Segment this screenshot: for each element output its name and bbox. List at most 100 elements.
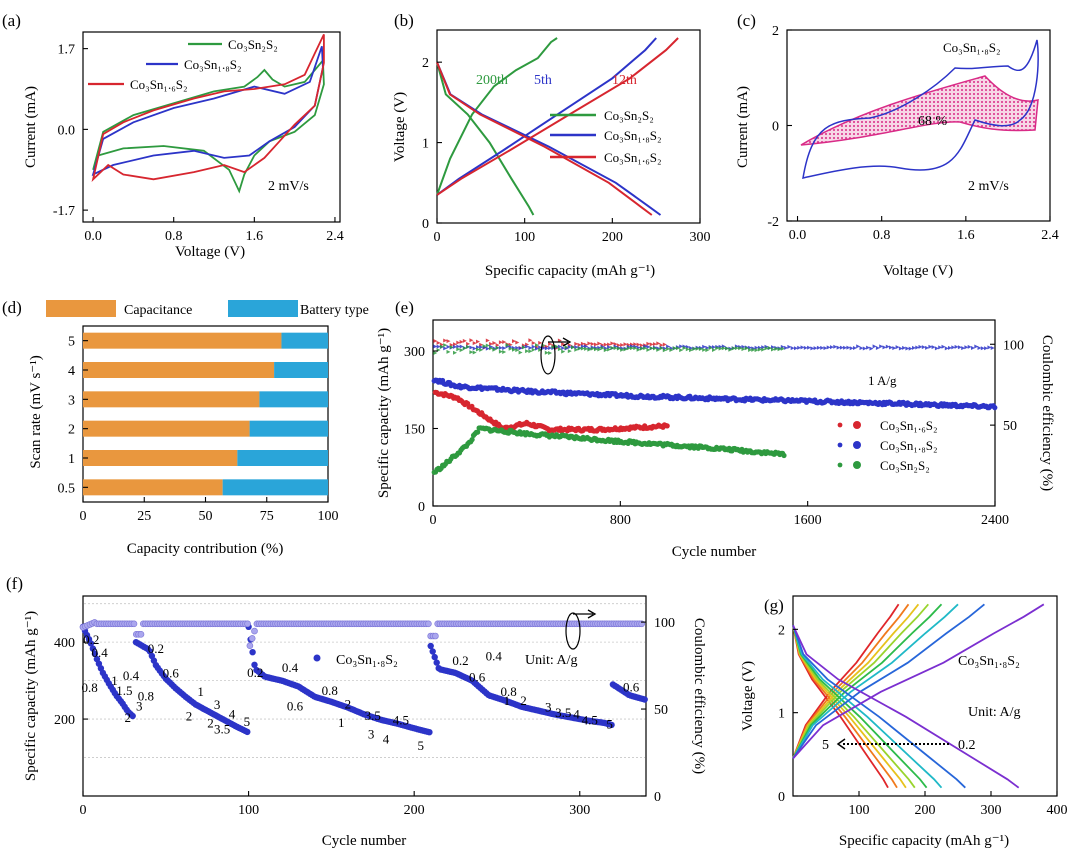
ce-point [603,342,608,347]
ce-point [948,345,952,350]
ce-point [689,348,694,353]
ce-point [485,343,490,348]
panel-f-y2label: Coulombic efficiency (%) [691,618,707,774]
ce-point [656,341,661,346]
x-tick-label: 100 [514,230,535,245]
ce-point [443,338,448,343]
rate-label: 3.5 [214,722,230,737]
ce-point [548,350,553,355]
ce-point [879,344,884,349]
ce-point [787,344,792,349]
capacitive-area [800,75,1039,146]
panel-e-xlabel: Cycle number [672,544,757,560]
panel-g-unit: Unit: A/g [968,705,1021,720]
panel-f-label: (f) [6,574,23,593]
ce-point [462,338,467,343]
ce-point [987,345,992,350]
ce-point [502,350,507,355]
ce-point [925,345,930,350]
y-tick-label: 1 [68,452,75,467]
panel-e-series [431,338,998,475]
bar-capacitance [83,420,250,437]
ce-point [597,347,602,352]
ce-point [908,346,913,351]
discharge-curve [792,624,943,789]
ce-point [839,345,844,350]
y-tick-label: -2 [767,215,779,230]
y-tick-label: 300 [404,345,425,360]
ce-point [525,344,530,349]
x-tick-label: 0.0 [84,229,102,244]
bar-battery [281,332,328,349]
charge-curve [792,603,943,759]
legend-a-label-co3sn2s2: Co₃Sn₂S₂ [228,37,278,52]
x-tick-label: 1600 [794,513,822,528]
ce-point [977,345,982,350]
panel-f-unit: Unit: A/g [525,653,578,668]
x-tick-label: 2.4 [1041,228,1059,243]
ce-point [466,344,471,349]
ce-point [577,346,582,351]
ce-point [626,346,631,351]
panel-a: (a) 0.0 0.8 1.6 2.4 -1.7 0.0 1.7 Voltage (V) C… [2,11,344,260]
capacity-point [251,661,258,668]
legend-b-label-co3sn18s2: Co₃Sn₁.₈S₂ [604,128,662,143]
rate-label: 0.2 [148,641,164,656]
rate-label: 0.6 [469,669,486,684]
ce-point [830,345,834,350]
charge-curve [792,603,985,760]
x-tick-label: 200 [915,803,936,818]
x-tick-label: 200 [602,230,623,245]
panel-f-xlabel: Cycle number [322,833,407,849]
ce-point [875,346,880,351]
charge-curve [792,603,1045,760]
axis-indicator-ellipse-f [565,612,581,650]
discharge-curve-0 [436,61,535,216]
panel-g: (g) 100 200 300 400 0 1 2 Specific capacity (m… [740,595,1068,849]
y-tick-label: 0 [654,790,661,805]
rate-label: 5 [418,738,425,753]
rate-label: 1 [504,693,511,708]
panel-c-scanrate: 2 mV/s [968,179,1009,194]
capacity-point [433,659,440,666]
bar-capacitance [83,450,238,466]
capacity-point [249,649,256,656]
charge-curve [792,603,929,759]
ce-point [587,347,592,352]
panel-b-12th: 12th [612,73,637,88]
panel-c: (c) 0.0 0.8 1.6 2.4 -2 0 2 Voltage (V) Current… [735,11,1059,279]
ce-point [774,346,779,351]
legend-f-mark [313,654,321,662]
x-tick-label: 300 [569,803,590,818]
rate-label: 0.4 [282,660,299,675]
ce-point [433,338,438,343]
rate-label: 1 [338,715,345,730]
legend-d-swatch-battery [228,300,298,317]
ce-point [656,347,661,352]
ce-point [453,342,457,347]
y-tick-label: 2 [68,423,75,438]
panel-a-xlabel: Voltage (V) [175,244,245,260]
ce-point [646,344,651,349]
rate-label: 2 [207,716,214,731]
x-tick-label: 0.8 [165,229,183,244]
ce-point [600,346,605,351]
x-tick-label: 0.0 [789,228,807,243]
panel-f-ticks: 0 100 200 300 200 400 0 50 100 [54,616,675,818]
panel-e-rate: 1 A/g [868,373,897,388]
x-tick-label: 100 [238,803,259,818]
legend-e-mark-cap-co3sn18s2 [853,441,861,449]
y-tick-label: 200 [54,713,75,728]
ce-point [718,346,723,351]
ce-point [462,346,467,351]
x-tick-label: 50 [199,509,213,524]
ce-point [643,346,648,351]
rate-label: 0.2 [247,665,263,680]
panel-b: (b) 0 100 200 300 0 1 2 Specific capacity (mAh… [392,11,711,279]
rate-arrow-from: 0.2 [958,738,976,753]
legend-b-label-co3sn16s2: Co₃Sn₁.₆S₂ [604,150,662,165]
ce-point [954,344,959,349]
ce-point [941,344,946,349]
rate-label: 0.6 [163,666,180,681]
